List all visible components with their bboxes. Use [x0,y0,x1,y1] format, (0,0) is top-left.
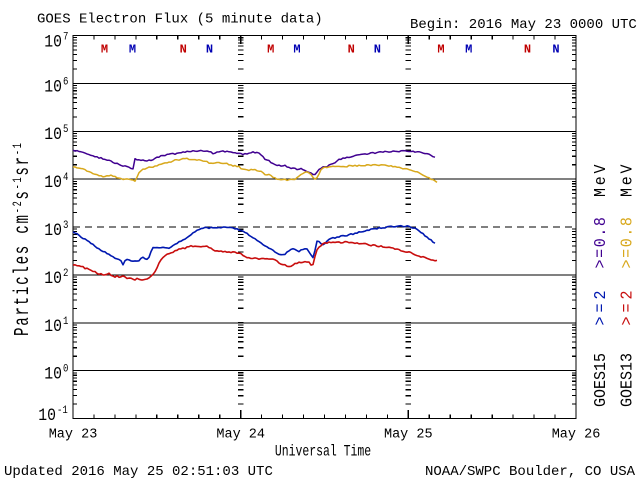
svg-text:>=2: >=2 [618,286,637,325]
svg-text:>=0.8: >=0.8 [591,215,610,268]
svg-text:2: 2 [63,268,68,280]
svg-text:1: 1 [63,316,68,328]
svg-text:3: 3 [63,220,68,232]
svg-text:0: 0 [63,364,68,376]
svg-text:MeV: MeV [618,162,637,197]
svg-text:GOES15: GOES15 [591,353,610,407]
svg-text:>=2: >=2 [591,286,610,325]
svg-text:10: 10 [44,315,62,336]
svg-text:4: 4 [63,172,68,184]
svg-text:10: 10 [44,172,62,193]
svg-text:N: N [374,43,381,57]
svg-text:May 24: May 24 [216,428,265,443]
svg-text:May 26: May 26 [552,428,601,443]
svg-text:MeV: MeV [591,162,610,197]
svg-text:N: N [348,43,355,57]
svg-text:Begin: 2016 May 23 0000 UTC: Begin: 2016 May 23 0000 UTC [410,17,637,33]
svg-text:5: 5 [63,125,68,137]
svg-text:May 25: May 25 [384,428,433,443]
svg-text:Updated 2016 May 25 02:51:03 U: Updated 2016 May 25 02:51:03 UTC [4,464,273,480]
svg-text:M: M [129,43,136,57]
svg-text:M: M [293,43,300,57]
svg-text:7: 7 [63,32,68,44]
svg-text:>=0.8: >=0.8 [618,215,637,268]
svg-text:N: N [524,43,531,57]
svg-text:10: 10 [44,76,62,97]
svg-text:6: 6 [63,77,68,89]
svg-text:10: 10 [44,363,62,384]
svg-text:M: M [465,43,472,57]
svg-text:10: 10 [44,268,62,289]
svg-text:NOAA/SWPC Boulder, CO USA: NOAA/SWPC Boulder, CO USA [425,464,636,480]
svg-text:N: N [206,43,213,57]
svg-text:M: M [267,43,274,57]
svg-text:10: 10 [44,124,62,145]
svg-text:N: N [180,43,187,57]
svg-text:-1: -1 [57,405,68,417]
svg-text:M: M [101,43,108,57]
svg-text:May 23: May 23 [49,428,98,443]
svg-text:M: M [437,43,444,57]
svg-text:GOES Electron Flux (5 minute d: GOES Electron Flux (5 minute data) [37,12,323,28]
svg-text:N: N [552,43,559,57]
svg-text:10: 10 [38,405,56,426]
svg-text:10: 10 [44,31,62,52]
svg-text:Particles cm-2s-1sr-1: Particles cm-2s-1sr-1 [11,141,35,336]
svg-text:Universal Time: Universal Time [275,444,371,461]
svg-text:GOES13: GOES13 [618,353,637,407]
svg-text:10: 10 [44,220,62,241]
